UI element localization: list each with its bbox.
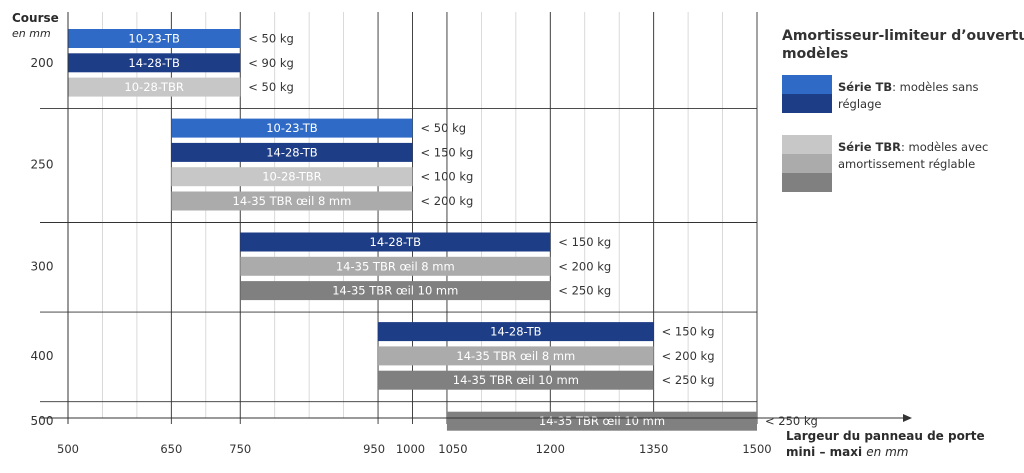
x-tick-label: 500 (57, 442, 79, 456)
legend-item-line2: amortissement réglable (838, 157, 975, 171)
weight-label: < 150 kg (558, 235, 611, 249)
x-tick-label: 650 (160, 442, 182, 456)
x-axis-label-prefix: mini – maxi (786, 445, 866, 459)
range-bar (171, 191, 413, 211)
x-tick-label: 1050 (438, 442, 467, 456)
legend: Amortisseur-limiteur d’ouverture modèles… (782, 28, 1024, 192)
x-axis-label-line2: mini – maxi en mm (786, 445, 908, 459)
course-label: 500 (31, 414, 54, 428)
range-bar (378, 322, 654, 342)
range-bar (68, 53, 241, 73)
x-axis-label-line1: Largeur du panneau de porte (786, 429, 985, 443)
bar-label: 14-35 TBR œil 10 mm (453, 373, 579, 387)
bar-label: 14-35 TBR œil 8 mm (336, 259, 455, 273)
x-tick-label: 1350 (639, 442, 668, 456)
y-axis-title: Course (12, 11, 59, 25)
legend-swatch (782, 75, 832, 94)
bar-label: 10-23-TB (266, 121, 318, 135)
legend-swatch (782, 135, 832, 154)
legend-swatch (782, 154, 832, 173)
range-bar (240, 232, 551, 252)
weight-label: < 50 kg (248, 80, 294, 94)
range-bar (240, 281, 551, 301)
legend-series-name: Série TBR (838, 140, 901, 154)
course-label: 300 (31, 259, 54, 273)
legend-series-name: Série TB (838, 80, 892, 94)
weight-label: < 50 kg (421, 121, 467, 135)
x-tick-label: 750 (229, 442, 251, 456)
legend-item-line1: Série TBR: modèles avec (838, 140, 988, 154)
weight-label: < 250 kg (558, 284, 611, 298)
bar-label: 14-28-TB (490, 325, 542, 339)
x-tick-label: 950 (363, 442, 385, 456)
x-tick-label: 1000 (396, 442, 425, 456)
bar-label: 14-28-TB (370, 235, 422, 249)
range-bar (171, 118, 413, 138)
weight-label: < 200 kg (558, 259, 611, 273)
range-bar (378, 346, 654, 366)
bar-label: 14-35 TBR œil 10 mm (539, 414, 665, 428)
bar-layer: 10-23-TB < 50 kg 14-28-TB < 90 kg 10-28-TBR <… (68, 29, 818, 431)
range-bar (171, 142, 413, 162)
bar-label: 14-35 TBR œil 8 mm (456, 349, 575, 363)
group-separators (40, 108, 757, 403)
legend-item-text: : modèles avec (901, 140, 988, 154)
x-axis-arrow-icon (903, 414, 912, 422)
bar-label: 14-35 TBR œil 10 mm (332, 284, 458, 298)
weight-label: < 200 kg (662, 349, 715, 363)
bar-label: 10-28-TBR (124, 80, 183, 94)
bar-label: 14-28-TB (266, 145, 318, 159)
x-tick-label: 1500 (742, 442, 771, 456)
range-bar (378, 370, 654, 390)
legend-item-line1: Série TB: modèles sans (838, 80, 979, 94)
bar-label: 14-28-TB (128, 56, 180, 70)
weight-label: < 50 kg (248, 32, 294, 46)
bar-label: 14-35 TBR œil 8 mm (233, 194, 352, 208)
y-axis-unit: en mm (12, 27, 51, 40)
legend-swatch (782, 173, 832, 192)
course-label: 250 (31, 158, 54, 172)
legend-item-text: : modèles sans (892, 80, 978, 94)
bar-label: 10-28-TBR (262, 170, 321, 184)
weight-label: < 250 kg (765, 414, 818, 428)
weight-label: < 150 kg (662, 325, 715, 339)
legend-title-line2: modèles (782, 46, 848, 62)
weight-label: < 250 kg (662, 373, 715, 387)
course-label: 200 (31, 56, 54, 70)
range-bar (171, 167, 413, 187)
course-label: 400 (31, 349, 54, 363)
range-bar (446, 411, 757, 431)
legend-item-line2: réglage (838, 97, 881, 111)
weight-label: < 90 kg (248, 56, 294, 70)
bar-label: 10-23-TB (128, 32, 180, 46)
range-bar (68, 29, 241, 48)
range-bar (240, 256, 551, 276)
x-axis-label-unit: en mm (866, 445, 908, 459)
legend-swatch (782, 94, 832, 113)
range-bar (68, 77, 241, 97)
legend-title-line1: Amortisseur-limiteur d’ouverture (782, 28, 1024, 44)
weight-label: < 150 kg (421, 145, 474, 159)
x-tick-label: 1200 (536, 442, 565, 456)
weight-label: < 100 kg (421, 170, 474, 184)
weight-label: < 200 kg (421, 194, 474, 208)
